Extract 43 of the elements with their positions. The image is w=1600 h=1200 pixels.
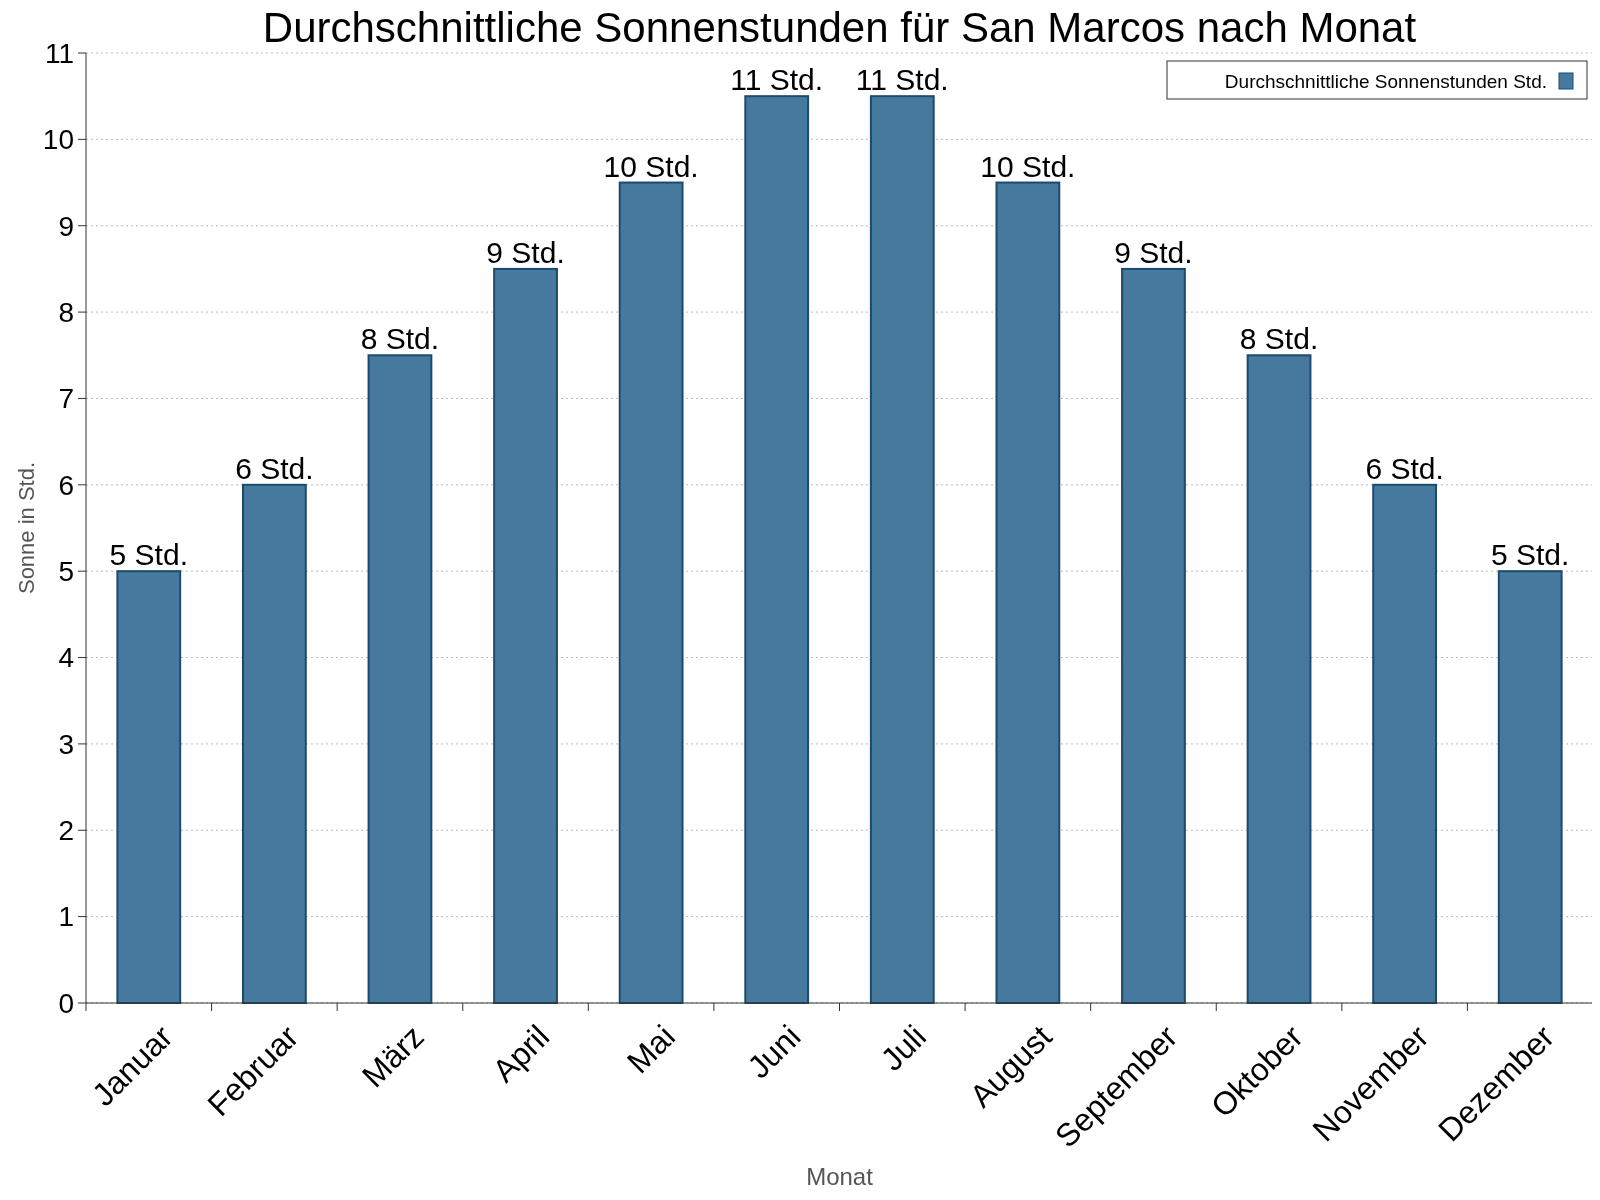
y-tick-label: 11	[44, 37, 74, 69]
data-label: 11 Std.	[730, 63, 824, 97]
bar	[241, 483, 307, 1004]
bar	[367, 354, 433, 1004]
bar	[744, 95, 810, 1004]
y-tick-label: 2	[58, 815, 74, 847]
y-tick-label: 0	[58, 987, 74, 1019]
data-label: 10 Std.	[980, 149, 1076, 183]
y-tick-label: 5	[58, 555, 74, 587]
y-axis-title: Sonne in Std.	[14, 461, 39, 595]
legend-label: Durchschnittliche Sonnenstunden Std.	[1224, 70, 1547, 92]
data-label: 6 Std.	[1365, 451, 1444, 485]
bar	[869, 95, 935, 1004]
bar	[1372, 483, 1438, 1004]
y-tick-label: 7	[58, 383, 74, 415]
y-tick-label: 9	[58, 210, 74, 242]
data-label: 9 Std.	[486, 235, 565, 269]
bar	[1246, 354, 1312, 1004]
data-label: 5 Std.	[1491, 538, 1570, 572]
data-label: 5 Std.	[109, 538, 188, 572]
y-tick-label: 4	[58, 642, 74, 674]
x-tick-label: Mai	[620, 1018, 682, 1081]
y-tick-label: 10	[42, 124, 74, 156]
data-label: 11 Std.	[855, 63, 949, 97]
x-axis-title: Monat	[806, 1163, 874, 1190]
data-label: 8 Std.	[1239, 322, 1319, 356]
bar	[116, 570, 182, 1004]
chart-title: Durchschnittliche Sonnenstunden für San Marcos nach Monat	[262, 4, 1417, 51]
x-tick-label: Juni	[740, 1018, 808, 1086]
bar	[995, 181, 1061, 1004]
y-tick-label: 8	[58, 296, 74, 328]
data-label: 8 Std.	[360, 322, 440, 356]
bar	[1497, 570, 1563, 1004]
bar	[1121, 267, 1186, 1004]
bar	[618, 181, 684, 1004]
data-label: 6 Std.	[235, 451, 314, 485]
y-tick-label: 6	[58, 469, 74, 501]
data-label: 10 Std.	[603, 149, 699, 183]
x-tick-label: Juli	[873, 1018, 934, 1078]
bar	[493, 267, 558, 1004]
y-tick-label: 1	[58, 901, 74, 933]
y-tick-label: 3	[58, 728, 74, 760]
data-label: 9 Std.	[1114, 235, 1193, 269]
